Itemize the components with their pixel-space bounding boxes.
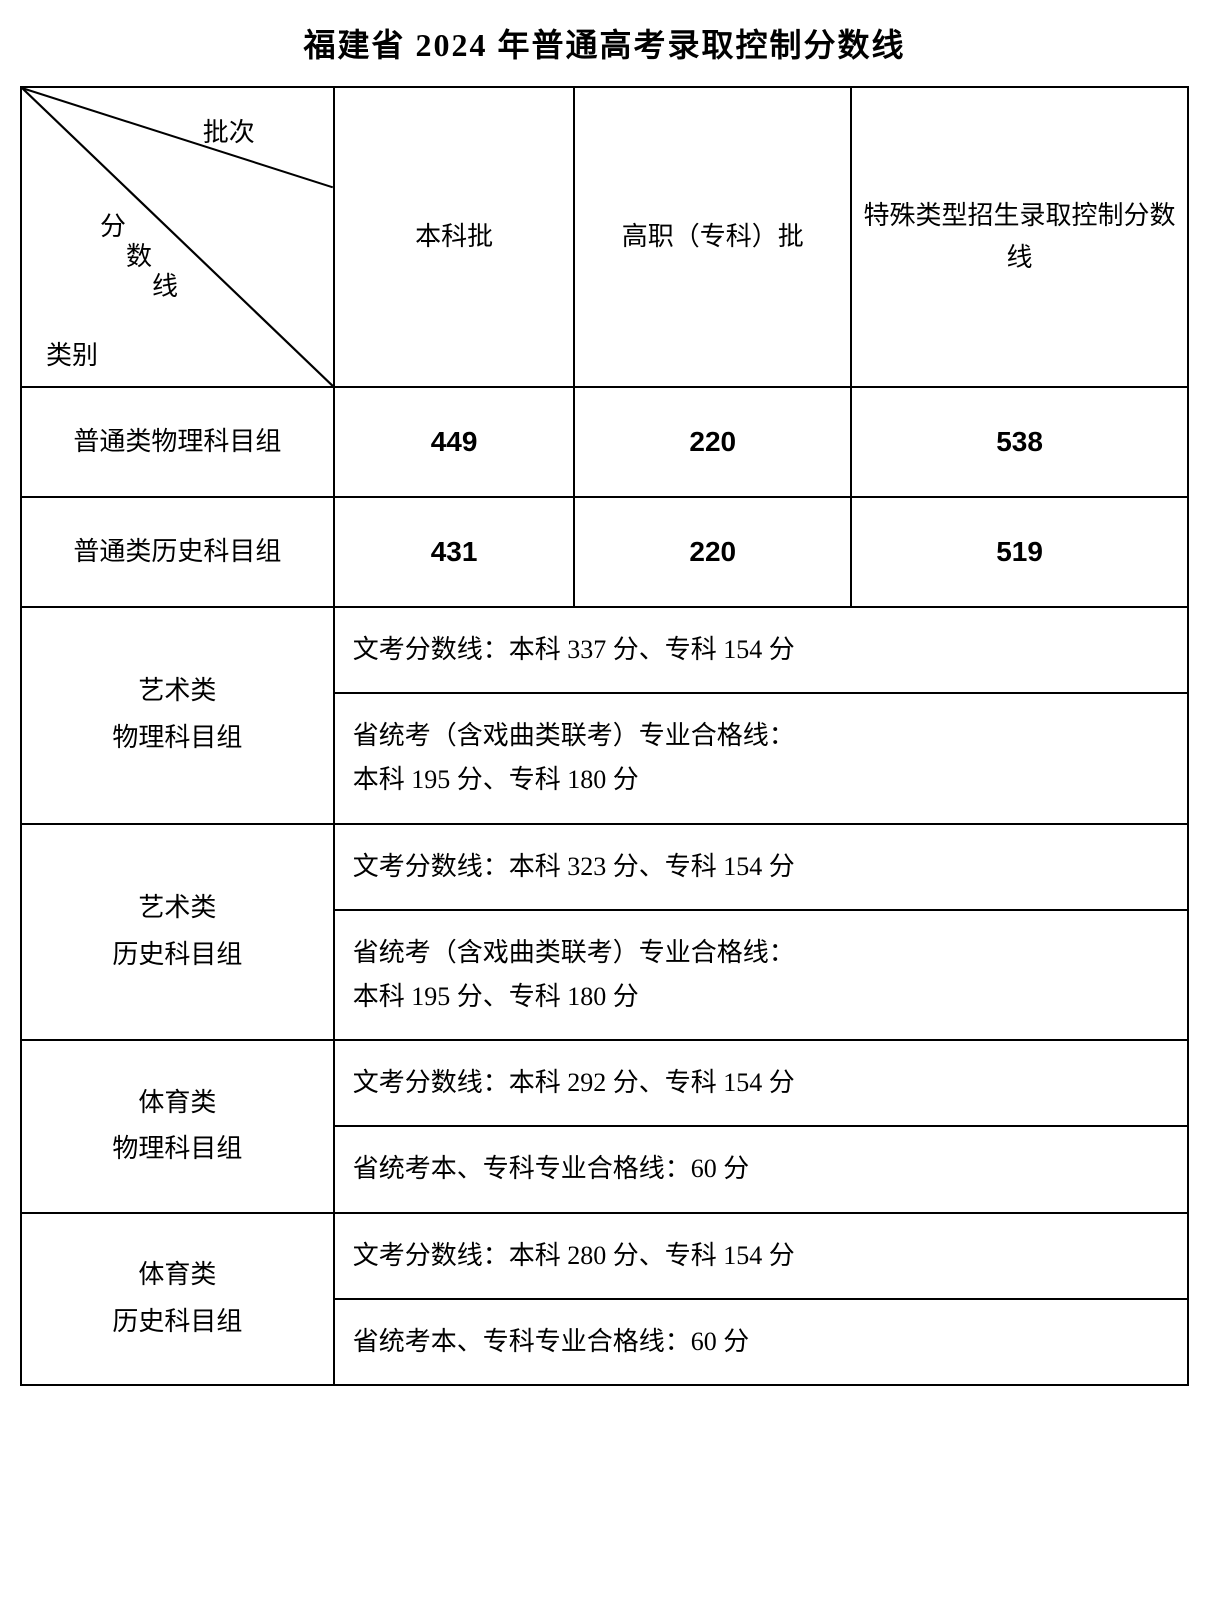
row-sport-physics-1: 体育类 物理科目组 文考分数线：本科 292 分、专科 154 分 bbox=[21, 1040, 1188, 1126]
row-label-sport-physics: 体育类 物理科目组 bbox=[21, 1040, 334, 1212]
art-history-line2a: 省统考（含戏曲类联考）专业合格线： bbox=[353, 938, 795, 967]
art-physics-line2b: 本科 195 分、专科 180 分 bbox=[353, 765, 639, 794]
row-label-physics: 普通类物理科目组 bbox=[21, 387, 334, 497]
art-history-l2: 历史科目组 bbox=[112, 940, 242, 969]
row-label-sport-history: 体育类 历史科目组 bbox=[21, 1213, 334, 1385]
row-art-physics-1: 艺术类 物理科目组 文考分数线：本科 337 分、专科 154 分 bbox=[21, 607, 1188, 693]
score-table: 批次 分 数 线 类别 本科批 高职（专科）批 特殊类型招生录取控制分数线 普通… bbox=[20, 86, 1189, 1386]
diag-label-score-2: 数 bbox=[126, 236, 152, 273]
row-history: 普通类历史科目组 431 220 519 bbox=[21, 497, 1188, 607]
art-history-l1: 艺术类 bbox=[138, 893, 216, 922]
art-history-line2b: 本科 195 分、专科 180 分 bbox=[353, 982, 639, 1011]
diagonal-header-cell: 批次 分 数 线 类别 bbox=[21, 87, 334, 387]
art-physics-line2a: 省统考（含戏曲类联考）专业合格线： bbox=[353, 721, 795, 750]
sport-history-l2: 历史科目组 bbox=[112, 1307, 242, 1336]
cell-art-physics-line1: 文考分数线：本科 337 分、专科 154 分 bbox=[334, 607, 1188, 693]
cell-physics-undergrad: 449 bbox=[334, 387, 575, 497]
diag-label-category: 类别 bbox=[46, 335, 98, 372]
cell-physics-vocational: 220 bbox=[574, 387, 851, 497]
cell-sport-physics-line1: 文考分数线：本科 292 分、专科 154 分 bbox=[334, 1040, 1188, 1126]
cell-art-history-line1: 文考分数线：本科 323 分、专科 154 分 bbox=[334, 824, 1188, 910]
cell-art-history-line2: 省统考（含戏曲类联考）专业合格线： 本科 195 分、专科 180 分 bbox=[334, 910, 1188, 1040]
sport-history-l1: 体育类 bbox=[138, 1260, 216, 1289]
cell-history-undergrad: 431 bbox=[334, 497, 575, 607]
art-physics-l1: 艺术类 bbox=[138, 676, 216, 705]
sport-physics-l2: 物理科目组 bbox=[112, 1134, 242, 1163]
diag-label-score-1: 分 bbox=[100, 206, 126, 243]
row-art-history-1: 艺术类 历史科目组 文考分数线：本科 323 分、专科 154 分 bbox=[21, 824, 1188, 910]
cell-physics-special: 538 bbox=[851, 387, 1188, 497]
col-header-undergrad: 本科批 bbox=[334, 87, 575, 387]
art-physics-l2: 物理科目组 bbox=[112, 723, 242, 752]
diag-label-score-3: 线 bbox=[152, 266, 178, 303]
cell-sport-history-line2: 省统考本、专科专业合格线：60 分 bbox=[334, 1299, 1188, 1385]
row-label-art-physics: 艺术类 物理科目组 bbox=[21, 607, 334, 824]
cell-history-vocational: 220 bbox=[574, 497, 851, 607]
cell-sport-physics-line2: 省统考本、专科专业合格线：60 分 bbox=[334, 1126, 1188, 1212]
diag-label-batch: 批次 bbox=[203, 112, 255, 149]
cell-history-special: 519 bbox=[851, 497, 1188, 607]
row-physics: 普通类物理科目组 449 220 538 bbox=[21, 387, 1188, 497]
row-sport-history-1: 体育类 历史科目组 文考分数线：本科 280 分、专科 154 分 bbox=[21, 1213, 1188, 1299]
page-title: 福建省 2024 年普通高考录取控制分数线 bbox=[20, 20, 1189, 66]
cell-sport-history-line1: 文考分数线：本科 280 分、专科 154 分 bbox=[334, 1213, 1188, 1299]
sport-physics-l1: 体育类 bbox=[138, 1088, 216, 1117]
row-label-history: 普通类历史科目组 bbox=[21, 497, 334, 607]
cell-art-physics-line2: 省统考（含戏曲类联考）专业合格线： 本科 195 分、专科 180 分 bbox=[334, 693, 1188, 823]
col-header-vocational: 高职（专科）批 bbox=[574, 87, 851, 387]
row-label-art-history: 艺术类 历史科目组 bbox=[21, 824, 334, 1041]
col-header-special: 特殊类型招生录取控制分数线 bbox=[851, 87, 1188, 387]
table-header-row: 批次 分 数 线 类别 本科批 高职（专科）批 特殊类型招生录取控制分数线 bbox=[21, 87, 1188, 387]
